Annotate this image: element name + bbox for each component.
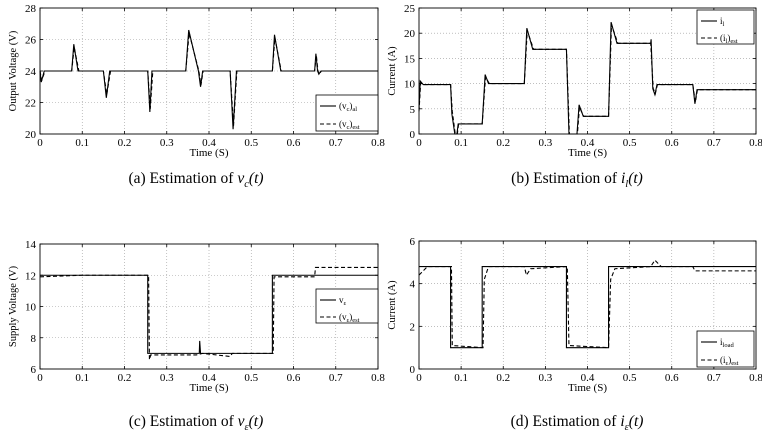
x-tick-label: 0.8 [749,372,762,384]
legend-label: (vc)est [339,119,360,131]
y-tick-label: 10 [404,79,416,91]
x-tick-label: 0.8 [371,372,385,384]
x-tick-label: 0 [416,372,422,384]
y-tick-label: 14 [25,239,37,251]
x-axis-label: Time (S) [568,382,607,394]
x-tick-label: 0.1 [75,137,89,149]
series-line-1 [40,274,378,354]
x-axis-label: Time (S) [189,382,228,394]
y-tick-label: 24 [25,66,37,78]
y-tick-label: 4 [410,279,416,291]
x-tick-label: 0.1 [75,372,89,384]
x-tick-label: 0.7 [329,137,343,149]
x-tick-label: 0.5 [244,372,258,384]
panel-caption: (a) Estimation of vc(t) [128,170,263,190]
y-tick-label: 6 [410,236,416,248]
legend-box [315,288,379,324]
x-tick-label: 0.3 [160,137,174,149]
y-axis-label: Current (A) [387,46,398,96]
legend-label: (iε)est [720,355,739,367]
x-tick-label: 0.1 [454,372,468,384]
legend-label: vε [339,295,347,307]
y-tick-label: 0 [410,129,416,141]
panel-caption: (c) Estimation of vε(t) [129,413,264,433]
legend-box [696,330,755,368]
x-tick-label: 0.8 [749,137,762,149]
y-tick-label: 10 [25,302,37,314]
x-tick-label: 0.2 [496,137,510,149]
x-tick-label: 0.2 [496,372,510,384]
chart-panel-1: 0 0.1 0.2 0.3 0.4 0.5 0.6 0.7 0.8 20 22 24 26 28 Time … [8,3,385,190]
y-tick-label: 20 [25,129,37,141]
legend: iload (iε)est [696,330,755,368]
legend-label: (vε)est [339,312,360,324]
x-tick-label: 0.1 [454,137,468,149]
x-tick-label: 0.4 [581,372,595,384]
x-tick-label: 0.6 [665,372,679,384]
panel-caption: (b) Estimation of il(t) [511,170,643,190]
y-tick-label: 20 [404,28,416,40]
y-tick-label: 25 [404,3,416,15]
legend: vε (vε)est [315,288,379,324]
chart-panel-4: 0 0.1 0.2 0.3 0.4 0.5 0.6 0.7 0.8 0 2 4 6 Time (S) Cur… [387,236,762,433]
legend: il (il)est [696,9,755,45]
series-line-2 [39,266,378,360]
x-tick-label: 0.3 [539,372,553,384]
y-tick-label: 2 [410,321,416,333]
y-tick-label: 8 [31,333,37,345]
legend: (vc)al (vc)est [315,94,379,132]
x-tick-label: 0 [37,372,43,384]
y-tick-label: 28 [25,3,37,15]
x-tick-label: 0.2 [118,137,132,149]
x-tick-label: 0.6 [287,372,301,384]
x-tick-label: 0.4 [581,137,595,149]
x-tick-label: 0.8 [371,137,385,149]
x-tick-label: 0.7 [707,137,721,149]
legend-box [696,9,755,45]
y-axis-label: Output Voltage (V) [8,30,19,111]
series-line-2 [418,259,756,349]
x-axis-label: Time (S) [568,147,607,159]
legend-label: iload [720,337,734,349]
x-tick-label: 0.7 [707,372,721,384]
x-tick-label: 0.6 [287,137,301,149]
series-line-2 [418,24,756,135]
legend-label: il [720,16,725,28]
y-axis-label: Current (A) [387,280,398,330]
chart-panel-3: 0 0.1 0.2 0.3 0.4 0.5 0.6 0.7 0.8 6 8 10 12 14 Time (S… [8,239,385,433]
x-tick-label: 0.5 [244,137,258,149]
y-tick-label: 6 [31,364,37,376]
x-tick-label: 0.3 [539,137,553,149]
legend-label: (vc)al [339,101,357,113]
x-tick-label: 0.7 [329,372,343,384]
y-tick-label: 0 [410,364,416,376]
x-tick-label: 0.3 [160,372,174,384]
x-axis-label: Time (S) [189,147,228,159]
x-tick-label: 0.4 [202,372,216,384]
y-tick-label: 5 [410,104,416,116]
y-tick-label: 22 [25,98,36,110]
legend-box [315,94,379,132]
x-tick-label: 0.2 [118,372,132,384]
y-axis-label: Supply Voltage (V) [8,265,19,347]
x-tick-label: 0.4 [202,137,216,149]
legend-label: (il)est [720,33,738,45]
x-tick-label: 0.6 [665,137,679,149]
x-tick-label: 0.5 [623,372,637,384]
x-tick-label: 0 [416,137,422,149]
series-line-2 [39,33,378,127]
y-tick-label: 15 [404,53,416,65]
y-tick-label: 26 [25,35,37,47]
x-tick-label: 0 [37,137,43,149]
x-tick-label: 0.5 [623,137,637,149]
chart-panel-2: 0 0.1 0.2 0.3 0.4 0.5 0.6 0.7 0.8 0 5 10 15 20 25 Time … [387,3,762,190]
y-tick-label: 12 [25,270,36,282]
panel-caption: (d) Estimation of iε(t) [511,413,644,433]
